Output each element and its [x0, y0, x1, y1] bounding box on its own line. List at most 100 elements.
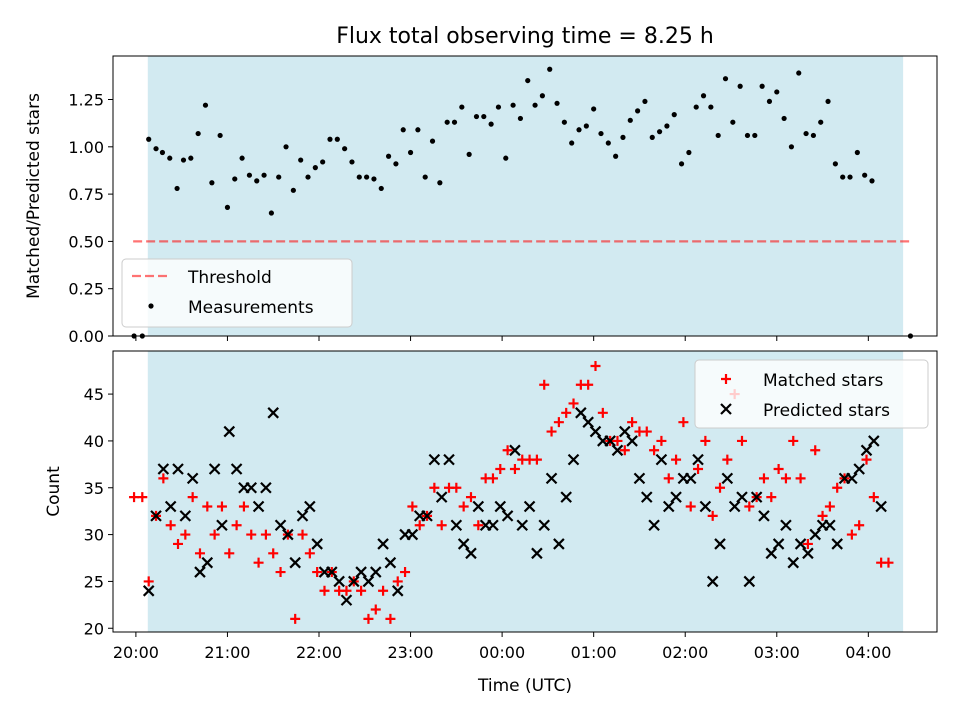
predicted-star-point: [787, 556, 800, 569]
y-tick-label: 20: [84, 619, 104, 638]
measurement-point: [385, 153, 392, 159]
legend: Threshold Measurements: [121, 258, 353, 328]
predicted-star-point: [633, 472, 646, 485]
matched-star-point: [290, 613, 301, 624]
x-tick-label: 21:00: [204, 643, 250, 662]
measurement-point: [847, 174, 853, 180]
series-predicted-stars: [142, 407, 887, 606]
matched-star-point: [238, 501, 249, 512]
measurement-point: [561, 119, 567, 125]
measurement-point: [737, 83, 743, 89]
x-axis-label: Time (UTC): [477, 676, 572, 696]
measurement-point: [167, 155, 173, 161]
matched-star-point: [685, 501, 696, 512]
measurement-point: [312, 165, 318, 171]
predicted-star-point: [721, 472, 734, 485]
matched-star-point: [810, 445, 821, 456]
predicted-star-point: [465, 547, 477, 560]
measurement-point: [209, 180, 215, 186]
x-tick-label: 22:00: [296, 643, 342, 662]
predicted-star-point: [824, 519, 836, 531]
measurement-point: [678, 161, 685, 167]
measurement-point: [803, 130, 809, 137]
matched-star-point: [495, 464, 506, 475]
matched-star-point: [509, 464, 520, 475]
matched-star-point: [700, 435, 711, 446]
x-tick-label: 04:00: [845, 643, 891, 662]
predicted-star-point: [531, 547, 543, 560]
matched-star-point: [583, 379, 594, 390]
measurement-point: [437, 180, 443, 186]
matched-star-point: [392, 576, 403, 587]
measurement-point: [364, 174, 370, 180]
measurement-point: [378, 185, 384, 192]
matched-star-point: [824, 501, 835, 512]
measurement-point: [290, 187, 296, 193]
measurement-point: [591, 106, 597, 112]
predicted-star-point: [296, 510, 309, 522]
predicted-star-point: [567, 453, 580, 466]
predicted-star-point: [245, 481, 258, 494]
predicted-star-point: [216, 519, 228, 531]
predicted-star-point: [780, 519, 792, 531]
matched-star-point: [473, 520, 484, 531]
measurement-point: [254, 178, 260, 184]
measurement-point: [268, 210, 274, 216]
predicted-star-point: [274, 519, 287, 531]
matched-star-point: [780, 473, 791, 484]
predicted-star-point: [443, 453, 455, 466]
matched-star-point: [202, 501, 213, 512]
measurement-point: [525, 77, 531, 84]
predicted-star-point: [699, 500, 712, 513]
measurement-point: [481, 113, 487, 120]
matched-star-point: [260, 529, 271, 540]
measurement-point: [146, 136, 152, 142]
measurement-point: [708, 104, 714, 110]
measurement-point: [342, 146, 348, 152]
predicted-star-point: [501, 510, 514, 522]
matched-star-point: [861, 454, 872, 465]
predicted-star-point: [684, 472, 697, 485]
x-tick-label: 23:00: [388, 643, 434, 662]
predicted-star-point: [582, 416, 594, 428]
matched-star-point: [378, 585, 389, 596]
measurement-point: [862, 172, 868, 178]
predicted-star-point: [846, 472, 858, 485]
measurement-point: [232, 176, 238, 182]
axes-frame: [112, 350, 938, 633]
predicted-star-point: [472, 500, 485, 513]
predicted-star-point: [230, 463, 243, 475]
y-tick-label: 45: [84, 385, 104, 404]
predicted-star-point: [252, 500, 265, 513]
measurement-point: [656, 129, 663, 135]
y-tick-label: 0.25: [68, 280, 104, 299]
measurement-point: [510, 102, 516, 108]
measurement-point: [642, 98, 648, 105]
measurement-point: [576, 127, 582, 133]
matched-star-point: [736, 435, 747, 446]
y-axis-label: Matched/Predicted stars: [24, 93, 44, 299]
matched-star-point: [137, 492, 148, 503]
measurement-point: [349, 159, 355, 165]
measurement-point: [261, 172, 267, 178]
measurement-point: [503, 155, 509, 161]
predicted-star-point: [355, 566, 367, 578]
predicted-star-point: [428, 453, 441, 466]
measurement-point: [774, 89, 780, 95]
measurement-point: [818, 119, 824, 125]
matched-star-point: [656, 435, 667, 446]
measurement-point: [613, 153, 619, 159]
matched-star-point: [275, 567, 286, 578]
predicted-star-point: [875, 500, 887, 513]
predicted-star-point: [604, 435, 616, 447]
matched-star-point: [173, 538, 184, 549]
measurement-point: [180, 157, 187, 163]
predicted-star-point: [340, 594, 353, 606]
y-tick-label: 0.50: [68, 232, 104, 251]
matched-star-point: [231, 520, 242, 531]
matched-star-point: [465, 492, 476, 503]
measurement-point: [276, 174, 282, 180]
matched-star-point: [370, 604, 381, 615]
predicted-star-point: [260, 481, 272, 494]
